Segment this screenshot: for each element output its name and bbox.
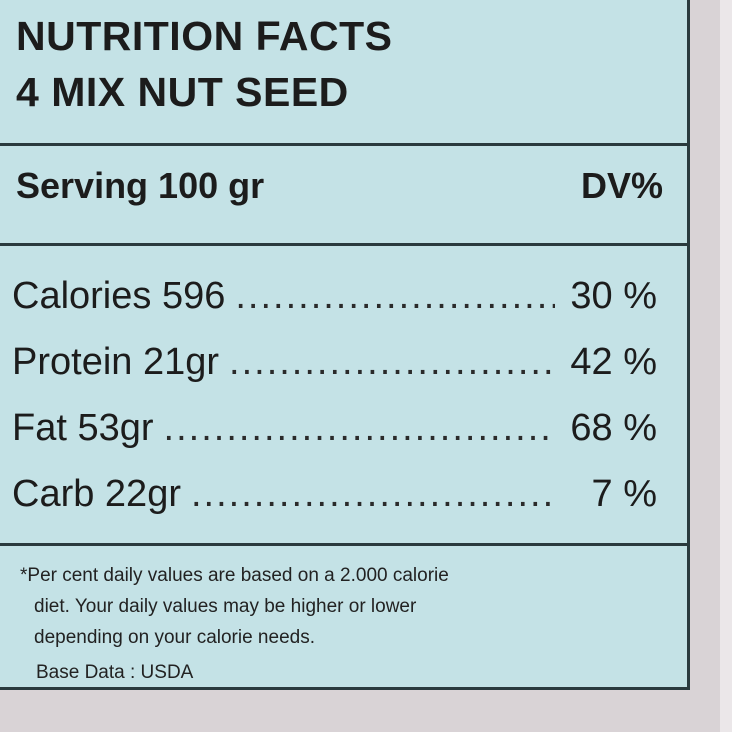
dot-leader	[191, 473, 555, 516]
divider-serving	[0, 243, 690, 246]
nutrient-dv: 30 %	[570, 275, 657, 317]
nutrient-row-fat: Fat 53gr 68 %	[12, 407, 657, 473]
nutrient-row-calories: Calories 596 30 %	[12, 275, 657, 341]
dv-header: DV%	[580, 165, 663, 206]
footnote-line-3: depending on your calorie needs.	[34, 627, 315, 648]
nutrient-label: Calories 596	[12, 275, 226, 317]
nutrient-dv: 7 %	[591, 473, 657, 515]
nutrient-row-protein: Protein 21gr 42 %	[12, 341, 657, 407]
label-title: NUTRITION FACTS 4 MIX NUT SEED	[16, 8, 392, 120]
nutrient-label: Fat 53gr	[12, 407, 154, 449]
base-data-source: Base Data : USDA	[36, 662, 194, 683]
serving-size: Serving 100 gr	[16, 165, 265, 206]
nutrient-list: Calories 596 30 % Protein 21gr 42 % Fat …	[12, 275, 657, 539]
serving-row: Serving 100 gr DV%	[16, 165, 663, 207]
nutrient-dv: 68 %	[570, 407, 657, 449]
nutrient-label: Carb 22gr	[12, 473, 181, 515]
nutrient-row-carb: Carb 22gr 7 %	[12, 473, 657, 539]
dot-leader	[235, 275, 555, 318]
footnote: *Per cent daily values are based on a 2.…	[20, 560, 449, 653]
dot-leader	[229, 341, 555, 384]
nutrient-dv: 42 %	[570, 341, 657, 383]
title-line-1: NUTRITION FACTS	[16, 13, 393, 59]
background-edge	[720, 0, 732, 732]
footnote-line-2: diet. Your daily values may be higher or…	[34, 596, 417, 617]
nutrition-label: NUTRITION FACTS 4 MIX NUT SEED Serving 1…	[0, 0, 690, 690]
dot-leader	[164, 407, 555, 450]
divider-footnote	[0, 543, 690, 546]
nutrient-label: Protein 21gr	[12, 341, 220, 383]
footnote-line-1: *Per cent daily values are based on a 2.…	[20, 565, 449, 586]
divider-top	[0, 143, 690, 146]
title-line-2: 4 MIX NUT SEED	[16, 69, 349, 115]
